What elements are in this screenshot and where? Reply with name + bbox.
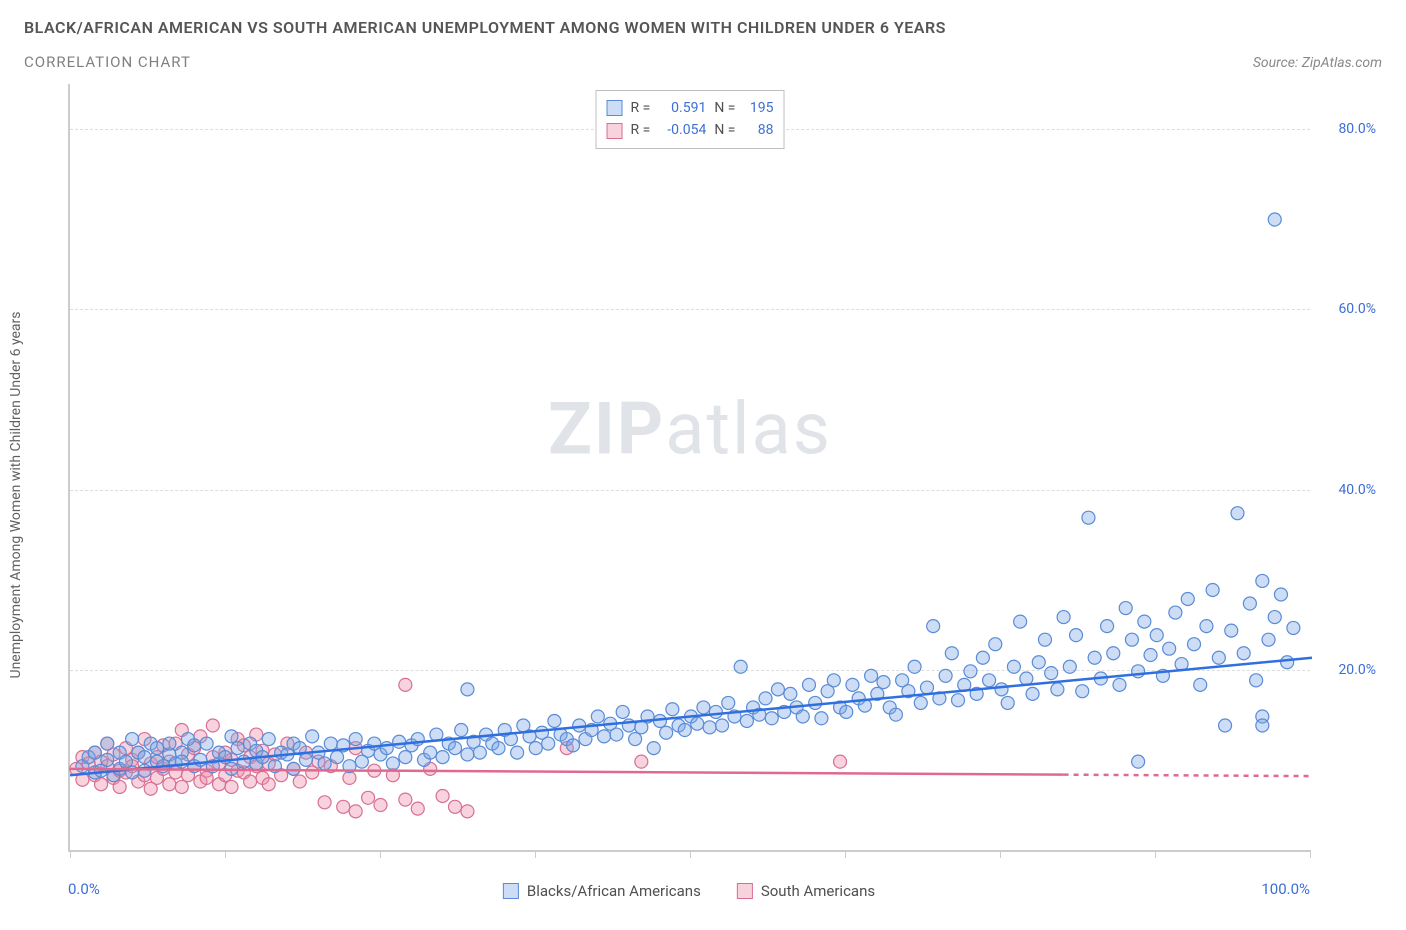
stats-row-b: R = -0.054 N = 88 xyxy=(607,119,774,141)
stat-n-b: 88 xyxy=(743,119,773,141)
x-tick xyxy=(225,850,226,858)
trend-line xyxy=(70,769,1064,775)
swatch-series-a xyxy=(607,100,623,116)
swatch-series-b-icon xyxy=(737,883,753,899)
y-tick-label: 20.0% xyxy=(1316,662,1376,678)
trend-line xyxy=(1064,775,1312,776)
plot-area: ZIPatlas R = 0.591 N = 195 R = -0.054 N … xyxy=(68,84,1310,852)
stat-r-b: -0.054 xyxy=(658,119,706,141)
chart-subtitle: CORRELATION CHART xyxy=(24,53,191,71)
legend-item-a: Blacks/African Americans xyxy=(503,882,701,900)
x-tick xyxy=(535,850,536,858)
swatch-series-b xyxy=(607,123,623,139)
trend-lines-layer xyxy=(70,84,1310,850)
legend-label-b: South Americans xyxy=(761,882,875,900)
y-axis-label: Unemployment Among Women with Children U… xyxy=(8,311,24,678)
x-tick xyxy=(70,850,71,858)
x-tick xyxy=(1310,850,1311,858)
stats-row-a: R = 0.591 N = 195 xyxy=(607,97,774,119)
x-axis-max-label: 100.0% xyxy=(1261,880,1310,898)
swatch-series-a-icon xyxy=(503,883,519,899)
x-tick xyxy=(380,850,381,858)
stat-n-a: 195 xyxy=(743,97,773,119)
trend-line xyxy=(70,658,1312,775)
stats-legend-box: R = 0.591 N = 195 R = -0.054 N = 88 xyxy=(596,90,785,149)
y-tick-label: 40.0% xyxy=(1316,482,1376,498)
y-tick-label: 80.0% xyxy=(1316,121,1376,137)
x-tick xyxy=(690,850,691,858)
legend-label-a: Blacks/African Americans xyxy=(527,882,701,900)
y-tick-label: 60.0% xyxy=(1316,301,1376,317)
bottom-legend: Blacks/African Americans South Americans xyxy=(503,882,875,900)
x-tick xyxy=(1000,850,1001,858)
chart-title: BLACK/AFRICAN AMERICAN VS SOUTH AMERICAN… xyxy=(24,18,1382,37)
chart-container: Unemployment Among Women with Children U… xyxy=(24,84,1382,906)
stat-r-a: 0.591 xyxy=(658,97,706,119)
x-axis-min-label: 0.0% xyxy=(68,880,100,898)
x-tick xyxy=(1155,850,1156,858)
source-attribution: Source: ZipAtlas.com xyxy=(1253,55,1382,71)
legend-item-b: South Americans xyxy=(737,882,875,900)
x-tick xyxy=(845,850,846,858)
